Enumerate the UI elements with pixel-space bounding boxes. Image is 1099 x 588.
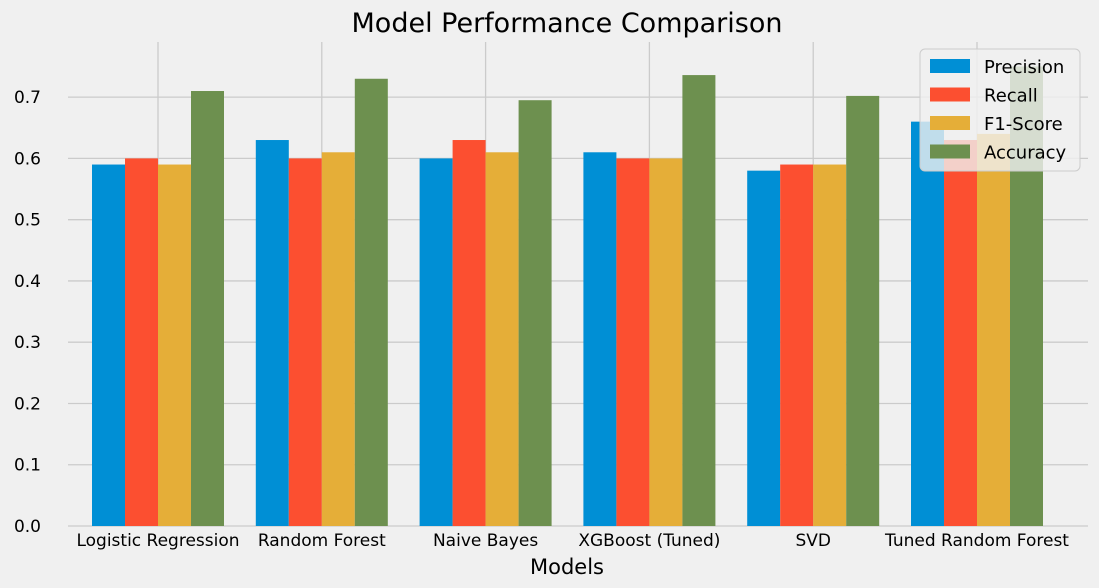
y-tick-label: 0.2 [14,394,41,414]
bar-f1-score-1 [321,152,355,526]
bar-recall-0 [125,158,158,526]
bar-recall-3 [616,158,650,526]
legend: Precision Recall F1-Score Accuracy [919,48,1081,172]
bar-f1-score-0 [158,164,191,526]
x-tick-label: Naive Bayes [433,531,538,551]
bars [92,66,1043,527]
bar-recall-1 [288,158,322,526]
legend-box [919,48,1081,172]
legend-swatch [930,87,970,102]
y-tick-label: 0.1 [14,456,41,476]
bar-accuracy-1 [354,78,388,526]
chart-title: Model Performance Comparison [352,8,783,39]
legend-label: Precision [984,57,1064,78]
tick-labels: 0.0 0.1 0.2 0.3 0.4 0.5 0.6 0.7 Logistic Regress… [14,88,1069,551]
bar-precision-4 [747,170,781,526]
legend-label: F1-Score [984,114,1063,135]
bar-accuracy-2 [518,100,552,527]
legend-swatch [930,116,970,130]
bar-f1-score-5 [977,133,1010,526]
bar-accuracy-4 [846,95,880,526]
x-axis-title: Models [530,555,604,579]
bar-precision-5 [911,121,944,526]
x-tick-label: SVD [795,531,831,551]
y-tick-label: 0.7 [14,88,41,108]
x-tick-label: Random Forest [258,531,386,551]
bar-precision-0 [92,164,125,526]
legend-swatch [930,59,970,73]
x-tick-label: XGBoost (Tuned) [578,531,720,551]
bar-accuracy-3 [682,75,716,526]
x-tick-label: Logistic Regression [76,531,239,551]
bar-f1-score-4 [813,164,847,526]
legend-swatch [930,144,970,159]
bar-precision-2 [419,158,453,526]
bar-f1-score-3 [649,158,683,526]
y-tick-label: 0.6 [14,149,41,169]
x-tick-label: Tuned Random Forest [884,531,1069,551]
bar-precision-3 [583,152,617,526]
bar-recall-2 [452,140,486,526]
y-tick-label: 0.3 [14,333,41,353]
bar-precision-1 [255,140,289,526]
y-tick-label: 0.5 [14,211,41,231]
bar-recall-5 [944,140,977,526]
legend-label: Accuracy [984,143,1067,164]
y-tick-label: 0.4 [14,272,41,292]
bar-accuracy-0 [191,91,224,526]
y-tick-label: 0.0 [14,517,41,537]
bar-f1-score-2 [485,152,519,526]
bar-recall-4 [780,164,814,526]
legend-label: Recall [984,86,1038,107]
